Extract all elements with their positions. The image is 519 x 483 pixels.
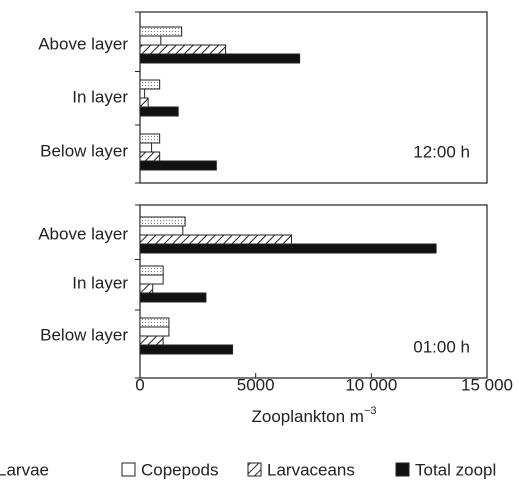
bar [139,283,154,294]
bar [139,344,234,355]
bar [139,88,146,99]
bar [139,44,227,55]
bar [139,97,149,108]
bar [139,35,162,46]
bar [139,335,164,346]
bar [139,53,301,64]
legend-label: Larvaceans [267,460,355,479]
x-tick-label: 5000 [237,375,275,394]
legend-swatch [121,462,136,477]
x-axis-label-text: Zooplankton m [252,407,364,426]
x-axis-label-sup: −3 [364,405,377,417]
bar [139,142,153,153]
bar [139,265,164,276]
category-label: Above layer [38,224,128,243]
panel-label: 12:00 h [413,142,470,161]
category-label: Below layer [40,325,128,344]
bar [139,151,161,162]
bar [139,326,170,337]
panel-label: 01:00 h [413,337,470,356]
legend-label: Copepods [141,460,219,479]
legend-swatch [395,462,410,477]
category-label: Above layer [38,34,128,53]
bar [139,216,186,227]
bar [139,79,161,90]
legend-swatch [247,462,262,477]
bar [139,26,183,37]
x-axis-label: Zooplankton m−3 [252,405,377,427]
bar [139,243,437,254]
x-tick-label: 15 000 [461,375,513,394]
bar [139,317,170,328]
legend-label: Total zoopl [415,460,496,479]
bar [139,274,164,285]
bar [139,160,217,171]
x-tick-label: 10 000 [345,375,397,394]
bar [139,292,207,303]
category-label: In layer [72,87,128,106]
category-label: In layer [72,273,128,292]
bar [139,106,179,117]
bar [139,234,293,245]
bar [139,133,161,144]
x-tick-label: 0 [135,375,144,394]
legend-label: Larvae [0,460,49,479]
bar [139,225,184,236]
category-label: Below layer [40,141,128,160]
